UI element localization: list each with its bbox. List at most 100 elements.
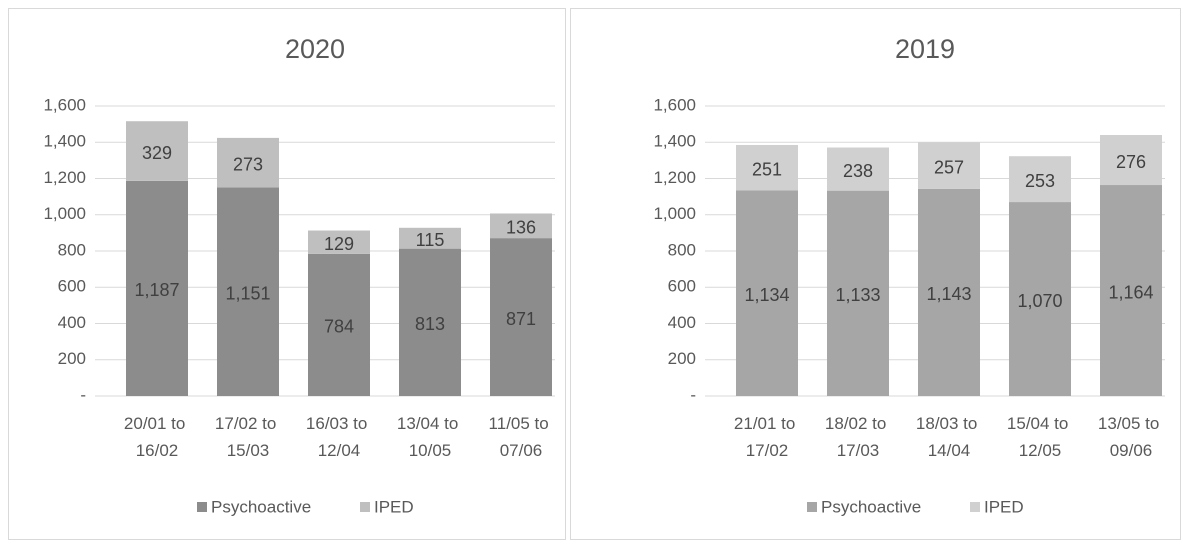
data-label: 1,134 (744, 285, 789, 305)
bar (1100, 185, 1162, 396)
y-tick-label: 200 (58, 349, 86, 368)
data-label: 1,164 (1108, 282, 1153, 302)
x-tick-label-line: 18/03 to (916, 414, 982, 433)
bar (918, 142, 980, 189)
y-tick-label: 600 (58, 277, 86, 296)
bar (1100, 135, 1162, 186)
bar (490, 213, 552, 239)
legend-swatch (807, 502, 817, 512)
data-label: 136 (506, 218, 536, 238)
data-label: 238 (843, 161, 873, 181)
bar (918, 188, 980, 396)
bar (736, 190, 798, 396)
x-tick-label-line: 13/04 to (397, 414, 463, 433)
x-tick-label-line: 21/01 to (734, 414, 800, 433)
data-label: 276 (1116, 152, 1146, 172)
data-label: 1,133 (835, 285, 880, 305)
data-label: 813 (415, 314, 445, 334)
data-label: 115 (416, 230, 445, 250)
bar (308, 230, 370, 254)
data-label: 1,151 (225, 283, 270, 303)
data-label: 1,070 (1017, 291, 1062, 311)
x-tick-label-line: 15/03 (227, 441, 270, 460)
x-tick-label: 17/02 to 15/03 (215, 414, 281, 460)
x-tick-label-line: 12/05 (1019, 441, 1062, 460)
y-tick-label: 800 (668, 240, 696, 259)
x-tick-label-line: 16/02 (136, 441, 179, 460)
y-tick-label: 800 (58, 240, 86, 259)
y-tick-label: 400 (58, 313, 86, 332)
data-label: 1,143 (926, 284, 971, 304)
bar (399, 248, 461, 396)
chart-title: 2020 (285, 34, 345, 64)
bar (827, 147, 889, 191)
x-tick-label-line: 07/06 (500, 441, 543, 460)
x-tick-label-line: 12/04 (318, 441, 361, 460)
x-tick-label-line: 16/03 to (306, 414, 372, 433)
x-tick-label: 18/02 to 17/03 (825, 414, 891, 460)
x-tick-label-line: 18/02 to (825, 414, 891, 433)
x-tick-label: 20/01 to 16/02 (124, 414, 190, 460)
data-label: 129 (324, 234, 354, 254)
y-tick-label: 400 (668, 313, 696, 332)
y-tick-label: 1,400 (653, 132, 696, 151)
x-tick-label: 15/04 to 12/05 (1007, 414, 1073, 460)
data-label: 257 (934, 157, 964, 177)
y-tick-label: 600 (668, 277, 696, 296)
x-tick-label: 21/01 to 17/02 (734, 414, 800, 460)
y-tick-label: - (80, 385, 86, 404)
bar (126, 121, 188, 181)
data-label: 251 (752, 159, 782, 179)
bar (126, 180, 188, 396)
bar (308, 253, 370, 396)
legend-label: Psychoactive (211, 497, 311, 516)
x-tick-label-line: 13/05 to (1098, 414, 1164, 433)
bar (1009, 156, 1071, 203)
y-tick-label: 1,000 (653, 204, 696, 223)
x-tick-label: 16/03 to 12/04 (306, 414, 372, 460)
legend-swatch (970, 502, 980, 512)
y-tick-label: 1,600 (43, 95, 86, 114)
bar (1009, 202, 1071, 396)
data-label: 871 (506, 309, 536, 329)
chart-title: 2019 (895, 34, 955, 64)
x-tick-label: 18/03 to 14/04 (916, 414, 982, 460)
legend-swatch (197, 502, 207, 512)
panel (8, 8, 566, 540)
x-tick-label-line: 09/06 (1110, 441, 1153, 460)
bar (399, 227, 461, 249)
x-tick-label-line: 17/02 to (215, 414, 281, 433)
x-tick-label-line: 15/04 to (1007, 414, 1073, 433)
x-tick-label: 13/05 to 09/06 (1098, 414, 1164, 460)
bar (490, 238, 552, 396)
y-tick-label: 1,600 (653, 95, 696, 114)
data-label: 784 (324, 317, 354, 337)
bar (736, 144, 798, 191)
x-tick-label-line: 14/04 (928, 441, 971, 460)
y-tick-label: 1,000 (43, 204, 86, 223)
y-tick-label: - (690, 385, 696, 404)
x-tick-label: 11/05 to 07/06 (489, 414, 554, 460)
data-label: 329 (142, 143, 172, 163)
x-tick-label-line: 17/03 (837, 441, 880, 460)
bar (217, 187, 279, 396)
x-tick-label: 13/04 to 10/05 (397, 414, 463, 460)
y-tick-label: 1,200 (653, 168, 696, 187)
bar (217, 137, 279, 188)
bar (827, 190, 889, 396)
x-tick-label-line: 20/01 to (124, 414, 190, 433)
x-tick-label-line: 11/05 to (489, 414, 554, 433)
x-tick-label-line: 17/02 (746, 441, 789, 460)
legend-label: IPED (984, 497, 1024, 516)
legend-label: IPED (374, 497, 414, 516)
data-label: 1,187 (134, 280, 179, 300)
legend-label: Psychoactive (821, 497, 921, 516)
y-tick-label: 200 (668, 349, 696, 368)
data-label: 253 (1025, 171, 1055, 191)
x-tick-label-line: 10/05 (409, 441, 452, 460)
legend-swatch (360, 502, 370, 512)
data-label: 273 (233, 154, 263, 174)
y-tick-label: 1,200 (43, 168, 86, 187)
y-tick-label: 1,400 (43, 132, 86, 151)
